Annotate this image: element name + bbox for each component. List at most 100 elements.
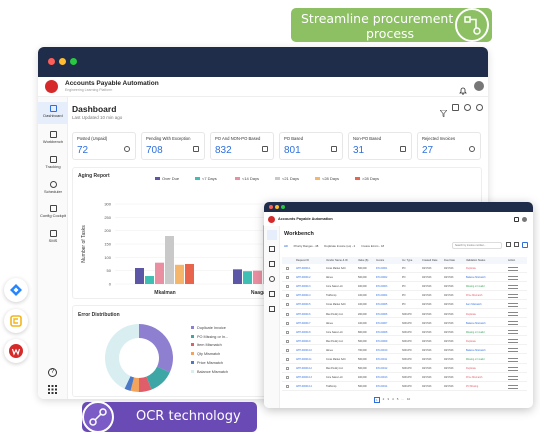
tracking-icon[interactable] [269, 261, 275, 267]
table-row[interactable]: APH-00000-11 Cross Market SAC 500,000 INV-0… [282, 356, 527, 364]
table-row[interactable]: APH-00000-5 Cross Market SAC 100,000 INV-00… [282, 301, 527, 309]
grid-menu-icon[interactable] [48, 381, 57, 394]
sms-icon[interactable] [269, 306, 275, 312]
row-checkbox[interactable] [286, 303, 289, 307]
sidebar-item-dashboard[interactable] [267, 230, 277, 240]
table-row[interactable]: APH-00000-2 Alinea 500,000 INV-00002 PO 03/17… [282, 274, 527, 282]
row-checkbox[interactable] [286, 367, 289, 371]
col-invoice[interactable]: Invoice [376, 259, 385, 262]
settings-icon[interactable] [476, 104, 483, 111]
row-checkbox[interactable] [286, 348, 289, 352]
tab-duplicate[interactable]: Duplicate Invoice (so) - 2 [324, 244, 356, 248]
kpi-card[interactable]: Pending With Exception 708 [141, 132, 205, 160]
table-row[interactable]: APH-00000-10 Alinea 700,000 INV-00010 NON-PO… [282, 347, 527, 355]
cell-invoice[interactable]: INV-00006 [376, 312, 388, 316]
cell-invoice[interactable]: INV-00011 [376, 358, 388, 361]
col-created[interactable]: Created Date [422, 259, 438, 262]
cell-id[interactable]: APH-00000-13 [296, 376, 312, 380]
row-action-icon[interactable] [508, 293, 518, 298]
row-checkbox[interactable] [286, 321, 289, 325]
cell-invoice[interactable]: INV-00002 [376, 276, 388, 280]
refresh-icon[interactable] [464, 104, 471, 111]
row-action-icon[interactable] [508, 366, 518, 371]
search-input[interactable] [452, 242, 502, 249]
cell-invoice[interactable]: INV-00005 [376, 303, 388, 307]
table-row[interactable]: APH-00000-1 Cross Market SAC 500,000 INV-00… [282, 265, 527, 273]
table-row[interactable]: APH-00000-3 Core Sales LLC 400,000 INV-0000… [282, 283, 527, 291]
filter-icon[interactable] [439, 104, 448, 118]
page-4[interactable]: 4 [392, 397, 394, 401]
col-inv-type[interactable]: Inv. Type [402, 259, 413, 262]
cell-invoice[interactable]: INV-00001 [376, 267, 388, 270]
page-10[interactable]: 10 [406, 397, 411, 401]
sidebar-item-dashboard[interactable]: Dashboard [38, 102, 68, 124]
cell-id[interactable]: APH-00000-8 [296, 330, 311, 334]
col-value[interactable]: Value ($) [358, 259, 369, 262]
row-action-icon[interactable] [508, 312, 518, 316]
tab-invoice-errors[interactable]: Invoice Errors - 18 [361, 244, 385, 248]
col-request-id[interactable]: Request ID [296, 259, 309, 262]
sidebar-item-tracking[interactable]: Tracking [38, 154, 68, 174]
row-action-icon[interactable] [508, 357, 518, 362]
row-checkbox[interactable] [286, 267, 289, 270]
cell-invoice[interactable]: INV-00010 [376, 348, 388, 352]
workbench-icon[interactable] [269, 246, 275, 252]
cell-invoice[interactable]: INV-00003 [376, 285, 388, 289]
row-checkbox[interactable] [286, 294, 289, 298]
row-action-icon[interactable] [508, 384, 518, 389]
filter-icon[interactable] [506, 242, 511, 247]
tab-all[interactable]: All [284, 244, 288, 248]
tab-priority[interactable]: Priority Ranges - 48 [293, 244, 319, 248]
table-row[interactable]: APH-00000-8 Core Sales LLC 800,000 INV-0000… [282, 329, 527, 337]
cell-invoice[interactable]: INV-00009 [376, 339, 388, 343]
minimize-dot[interactable] [275, 205, 279, 209]
row-action-icon[interactable] [508, 284, 518, 289]
sidebar-item-scheduler[interactable]: Scheduler [38, 179, 68, 199]
cell-invoice[interactable]: INV-00008 [376, 330, 388, 334]
row-action-icon[interactable] [508, 266, 518, 271]
cell-id[interactable]: APH-00000-4 [296, 294, 311, 298]
table-row[interactable]: APH-00000-6 Max Poultry Ltd. 200,000 INV-00… [282, 311, 527, 319]
col-due[interactable]: Due Date [444, 259, 455, 262]
cell-id[interactable]: APH-00000-12 [296, 367, 312, 371]
cell-id[interactable]: APH-00000-14 [296, 385, 312, 389]
cell-id[interactable]: APH-00000-2 [296, 276, 311, 280]
sidebar-item-workbench[interactable]: Workbench [38, 129, 68, 149]
kpi-card[interactable]: Rejected Invoices 27 [417, 132, 481, 160]
clock-icon[interactable] [269, 276, 275, 282]
help-icon[interactable]: ? [48, 368, 57, 377]
cell-invoice[interactable]: INV-00007 [376, 321, 388, 325]
table-row[interactable]: APH-00000-13 Core Sales LLC 400,000 INV-000… [282, 374, 527, 382]
maximize-dot[interactable] [70, 58, 77, 65]
row-checkbox[interactable] [286, 312, 289, 316]
cell-id[interactable]: APH-00000-6 [296, 312, 311, 316]
close-dot[interactable] [48, 58, 55, 65]
cell-id[interactable]: APH-00000-11 [296, 358, 312, 361]
row-action-icon[interactable] [508, 275, 518, 280]
col-action[interactable]: Action [508, 259, 516, 262]
table-row[interactable]: APH-00000-7 Alinea 100,000 INV-00007 NON-PO 0… [282, 320, 527, 328]
cell-invoice[interactable]: INV-00014 [376, 385, 388, 389]
close-dot[interactable] [269, 205, 273, 209]
table-row[interactable]: APH-00000-4 Trafficcop 100,000 INV-00004 PO 0… [282, 292, 527, 300]
row-action-icon[interactable] [508, 339, 518, 344]
cell-id[interactable]: APH-00000-7 [296, 321, 311, 325]
cell-invoice[interactable]: INV-00013 [376, 376, 388, 380]
row-action-icon[interactable] [508, 321, 518, 326]
kpi-card[interactable]: PO Based 801 [279, 132, 343, 160]
page-1[interactable]: 1 [374, 397, 380, 403]
avatar[interactable] [474, 81, 484, 91]
row-checkbox[interactable] [286, 376, 289, 380]
row-checkbox[interactable] [286, 285, 289, 289]
page-2[interactable]: 2 [382, 397, 385, 401]
kpi-card[interactable]: PO And NON-PO Based 832 [210, 132, 274, 160]
add-icon[interactable] [522, 242, 528, 248]
sidebar-item-sms[interactable]: SMS [38, 228, 68, 248]
col-status[interactable]: Validation Status [466, 259, 486, 262]
row-action-icon[interactable] [508, 302, 518, 307]
cell-id[interactable]: APH-00000-9 [296, 339, 311, 343]
bell-icon[interactable] [514, 217, 519, 222]
row-checkbox[interactable] [286, 330, 289, 334]
row-checkbox[interactable] [286, 385, 289, 389]
row-action-icon[interactable] [508, 375, 518, 380]
